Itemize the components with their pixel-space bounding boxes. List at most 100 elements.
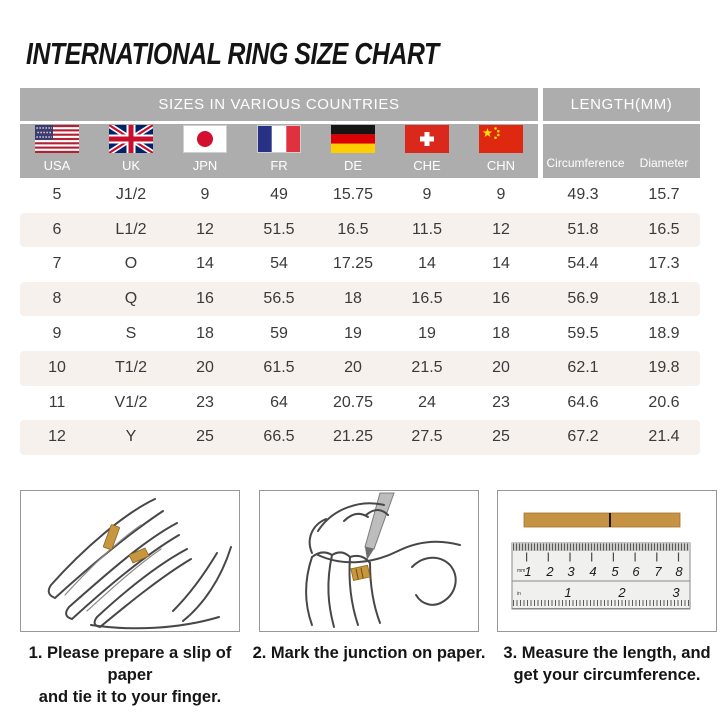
step2-illustration-frame xyxy=(259,490,479,632)
usa-flag-icon xyxy=(35,125,79,153)
table-cell: Y xyxy=(125,428,137,446)
svg-text:5: 5 xyxy=(611,564,619,579)
svg-text:4: 4 xyxy=(589,564,596,579)
germany-flag-icon xyxy=(331,125,375,153)
table-country-header-row: USA UK JPN FR DE xyxy=(20,124,700,178)
table-cell: 27.5 xyxy=(411,428,443,446)
uk-flag-icon xyxy=(109,125,153,153)
table-cell: 16.5 xyxy=(648,220,680,238)
table-cell: 11 xyxy=(48,393,66,411)
table-row: 5 J1/2 9 49 15.75 9 9 49.3 15.7 xyxy=(20,178,700,213)
caption-line: 1. Please prepare a slip of paper xyxy=(28,644,232,684)
country-code-label: FR xyxy=(270,158,288,173)
table-cell: 24 xyxy=(418,393,436,411)
caption-line: 3. Measure the length, and xyxy=(503,644,711,662)
table-cell: 56.9 xyxy=(567,290,599,308)
instruction-step-2: 2. Mark the junction on paper. xyxy=(253,490,485,665)
table-cell: 66.5 xyxy=(263,428,295,446)
table-cell: O xyxy=(124,255,138,273)
table-cell: V1/2 xyxy=(114,393,148,411)
table-cell: 15.75 xyxy=(332,186,374,204)
table-row: 7 O 14 54 17.25 14 14 54.4 17.3 xyxy=(20,247,700,282)
table-cell: 56.5 xyxy=(263,290,295,308)
ring-size-table: SIZES IN VARIOUS COUNTRIES LENGTH(MM) US… xyxy=(20,88,700,455)
svg-text:3: 3 xyxy=(672,585,680,600)
country-code-label: DE xyxy=(343,158,363,173)
table-cell: 7 xyxy=(52,255,62,273)
table-cell: 6 xyxy=(52,220,62,238)
table-cell: 16.5 xyxy=(411,290,443,308)
table-cell: 17.25 xyxy=(332,255,374,273)
step1-illustration-frame xyxy=(20,490,240,632)
table-cell: T1/2 xyxy=(114,359,147,377)
table-cell: 18.9 xyxy=(648,324,680,342)
switzerland-flag-icon xyxy=(405,125,449,153)
table-cell: 18 xyxy=(344,290,362,308)
table-row: 6 L1/2 12 51.5 16.5 11.5 12 51.8 16.5 xyxy=(20,212,700,248)
table-cell: 14 xyxy=(418,255,436,273)
table-cell: 20 xyxy=(492,359,510,377)
step3-caption: 3. Measure the length, and get your circ… xyxy=(485,643,720,687)
sizes-group-header: SIZES IN VARIOUS COUNTRIES xyxy=(20,88,538,121)
table-cell: 9 xyxy=(52,324,62,342)
country-code-label: USA xyxy=(43,158,71,173)
table-cell: Q xyxy=(124,290,138,308)
table-row: 11 V1/2 23 64 20.75 24 23 64.6 20.6 xyxy=(20,386,700,421)
marking-junction-illustration xyxy=(305,492,461,628)
svg-text:1: 1 xyxy=(524,564,531,579)
step2-caption: 2. Mark the junction on paper. xyxy=(247,643,491,665)
table-cell: 18.1 xyxy=(648,290,680,308)
japan-flag-icon xyxy=(183,125,227,153)
svg-text:1: 1 xyxy=(564,585,571,600)
country-header-che: CHE xyxy=(390,124,464,178)
table-cell: 12 xyxy=(492,220,510,238)
page-title: INTERNATIONAL RING SIZE CHART xyxy=(26,36,439,71)
length-group-header: LENGTH(MM) xyxy=(543,88,700,121)
country-header-fr: FR xyxy=(242,124,316,178)
table-cell: 9 xyxy=(422,186,432,204)
country-flags: USA UK JPN FR DE xyxy=(20,124,538,178)
instruction-step-1: 1. Please prepare a slip of paper and ti… xyxy=(20,490,240,708)
table-cell: J1/2 xyxy=(115,186,147,204)
table-row: 10 T1/2 20 61.5 20 21.5 20 62.1 19.8 xyxy=(20,350,700,386)
diameter-header: Diameter xyxy=(639,156,689,170)
svg-text:in: in xyxy=(517,591,521,597)
svg-text:2: 2 xyxy=(617,585,626,600)
table-cell: 19 xyxy=(418,324,436,342)
caption-line: and tie it to your finger. xyxy=(38,687,222,706)
table-cell: 54.4 xyxy=(567,255,599,273)
country-header-jpn: JPN xyxy=(168,124,242,178)
caption-line: 2. Mark the junction on paper. xyxy=(252,644,486,662)
table-cell: 19.8 xyxy=(648,359,680,377)
svg-text:6: 6 xyxy=(632,564,640,579)
table-row: 9 S 18 59 19 19 18 59.5 18.9 xyxy=(20,316,700,351)
table-cell: 11.5 xyxy=(412,220,442,238)
table-cell: 59 xyxy=(270,324,288,342)
country-header-usa: USA xyxy=(20,124,94,178)
table-cell: 9 xyxy=(496,186,506,204)
table-cell: 14 xyxy=(196,255,214,273)
table-cell: 64 xyxy=(270,393,288,411)
table-cell: 20 xyxy=(344,359,362,377)
table-cell: 21.25 xyxy=(332,428,374,446)
table-cell: 16.5 xyxy=(337,220,369,238)
table-cell: 14 xyxy=(492,255,510,273)
svg-text:2: 2 xyxy=(545,564,554,579)
table-cell: 62.1 xyxy=(567,359,599,377)
svg-text:8: 8 xyxy=(675,564,683,579)
caption-line: get your circumference. xyxy=(513,665,701,684)
table-cell: S xyxy=(125,324,137,342)
table-cell: 8 xyxy=(52,290,62,308)
step1-caption: 1. Please prepare a slip of paper and ti… xyxy=(8,643,252,708)
table-cell: 23 xyxy=(196,393,214,411)
country-code-label: CHE xyxy=(413,158,441,173)
table-cell: 9 xyxy=(200,186,210,204)
country-header-uk: UK xyxy=(94,124,168,178)
svg-text:3: 3 xyxy=(567,564,575,579)
table-cell: 18 xyxy=(492,324,510,342)
country-code-label: UK xyxy=(121,158,141,173)
table-cell: L1/2 xyxy=(115,220,147,238)
table-cell: 10 xyxy=(48,359,66,377)
